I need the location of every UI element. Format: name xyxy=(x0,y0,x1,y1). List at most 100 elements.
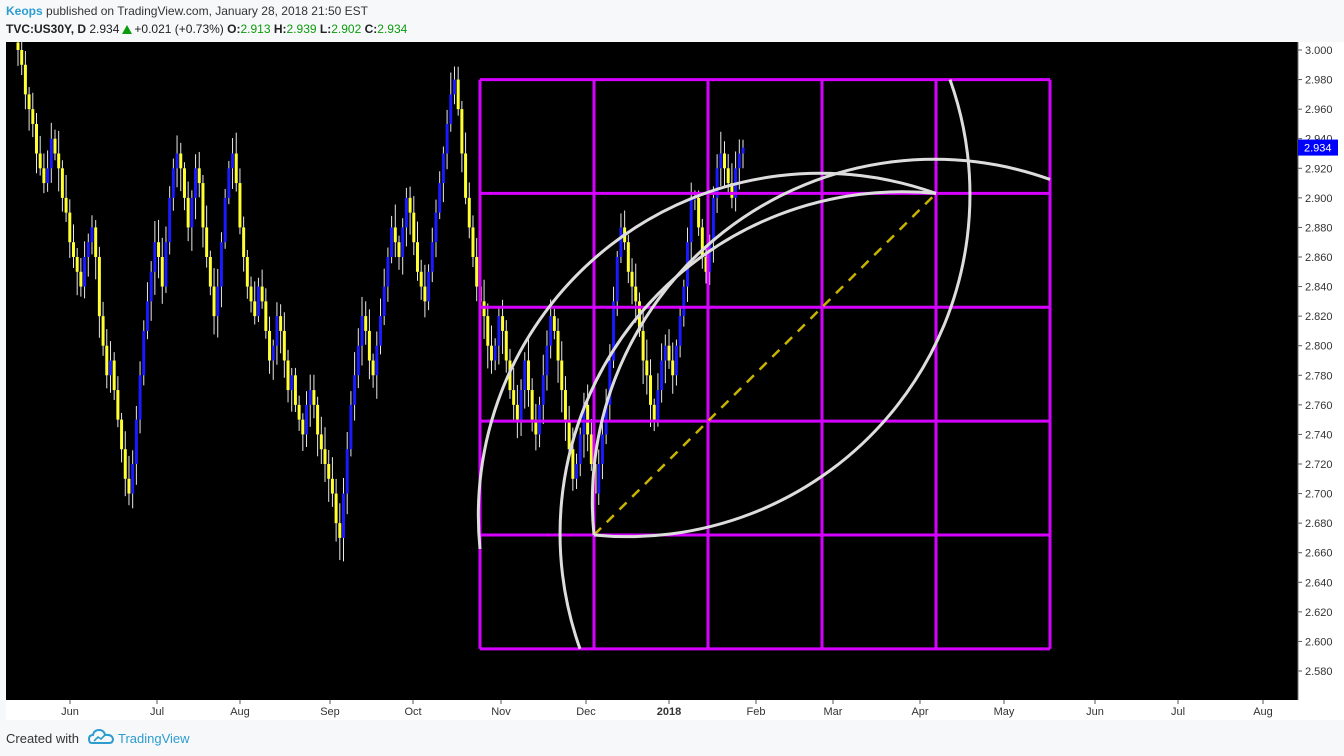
candle-down xyxy=(652,404,656,420)
candle-up xyxy=(171,168,175,198)
candle-down xyxy=(423,286,427,302)
time-tick-label: Jul xyxy=(1171,706,1185,718)
candle-down xyxy=(238,183,242,228)
candle-down xyxy=(157,242,161,257)
candle-up xyxy=(741,147,745,154)
candle-down xyxy=(208,257,212,287)
candle-down xyxy=(534,419,538,435)
price-tick-label: 2.800 xyxy=(1305,341,1333,353)
candlestick-series xyxy=(16,42,745,562)
created-with-text: Created with xyxy=(6,731,79,746)
tradingview-brand[interactable]: TradingView xyxy=(118,731,190,746)
candle-up xyxy=(134,419,138,464)
candle-down xyxy=(293,375,297,405)
candle-down xyxy=(282,330,286,361)
candle-up xyxy=(578,434,582,464)
candle-down xyxy=(179,153,183,169)
candle-down xyxy=(34,123,38,154)
candle-up xyxy=(223,197,227,243)
candle-up xyxy=(138,375,142,420)
candle-up xyxy=(175,153,179,169)
candle-down xyxy=(556,330,560,361)
candle-up xyxy=(445,123,449,154)
candle-up xyxy=(390,227,394,257)
price-tick-label: 2.760 xyxy=(1305,400,1333,412)
time-tick-label: 2018 xyxy=(657,706,681,718)
candle-up xyxy=(379,316,382,346)
candle-down xyxy=(526,360,530,391)
candle-down xyxy=(319,434,323,450)
candle-down xyxy=(489,345,493,361)
price-tick-label: 2.680 xyxy=(1305,518,1333,530)
price-tick-label: 2.860 xyxy=(1305,252,1333,264)
candle-down xyxy=(563,390,567,420)
price-tick-label: 2.600 xyxy=(1305,636,1333,648)
candle-down xyxy=(571,449,575,479)
candle-down xyxy=(182,168,186,198)
candle-down xyxy=(53,138,57,154)
candle-down xyxy=(127,478,131,494)
candle-down xyxy=(501,316,505,331)
candle-down xyxy=(464,153,468,198)
candle-down xyxy=(160,257,164,287)
candle-down xyxy=(79,271,83,287)
candle-down xyxy=(408,197,412,213)
candle-down xyxy=(508,360,512,391)
time-axis-background[interactable] xyxy=(6,700,1344,720)
candle-down xyxy=(197,168,201,184)
candle-down xyxy=(504,330,508,361)
price-tick-label: 2.640 xyxy=(1305,577,1333,589)
candle-down xyxy=(645,360,649,376)
candle-down xyxy=(367,330,371,361)
candle-up xyxy=(216,286,220,317)
time-tick-label: Jul xyxy=(150,706,164,718)
time-tick-label: Apr xyxy=(911,706,928,718)
close-value: 2.934 xyxy=(377,22,408,36)
price-chart[interactable]: 3.0002.9802.9602.9402.9202.9002.8802.860… xyxy=(0,42,1344,720)
published-text: published on TradingView.com, January 28… xyxy=(42,4,369,18)
price-tick-label: 2.980 xyxy=(1305,75,1333,87)
candle-up xyxy=(83,257,87,287)
candle-up xyxy=(256,286,260,317)
candle-down xyxy=(27,94,31,110)
candle-down xyxy=(634,286,638,302)
candle-down xyxy=(671,360,675,376)
candle-down xyxy=(467,197,471,228)
candle-down xyxy=(512,390,516,405)
time-tick-label: Sep xyxy=(320,706,340,718)
dashed-trend-line xyxy=(593,192,937,536)
candle-up xyxy=(430,242,434,272)
candle-down xyxy=(475,257,479,287)
candle-up xyxy=(678,316,682,346)
candle-up xyxy=(356,345,360,376)
candle-down xyxy=(552,316,556,331)
candle-up xyxy=(131,464,135,494)
tradingview-cloud-icon[interactable] xyxy=(88,728,114,746)
candle-down xyxy=(397,242,401,257)
footer: Created with TradingView xyxy=(0,720,1344,756)
candle-down xyxy=(97,257,101,317)
candle-up xyxy=(271,345,275,361)
candle-up xyxy=(231,153,235,169)
candle-up xyxy=(674,345,678,376)
gann-box-drawing[interactable] xyxy=(478,78,1052,651)
candle-down xyxy=(57,153,61,169)
price-tag-text: 2.934 xyxy=(1304,143,1332,155)
price-change: +0.021 (+0.73%) xyxy=(134,22,224,36)
last-price: 2.934 xyxy=(89,22,120,36)
author-link[interactable]: Keops xyxy=(6,4,43,18)
candle-up xyxy=(194,168,198,198)
candle-down xyxy=(704,257,708,272)
chart-background xyxy=(6,42,1298,700)
candle-up xyxy=(719,153,723,169)
time-tick-label: Mar xyxy=(824,706,843,718)
candle-down xyxy=(31,109,35,124)
candle-down xyxy=(112,360,116,391)
candle-down xyxy=(245,257,249,287)
gann-fan-lines[interactable] xyxy=(476,79,1051,650)
candle-up xyxy=(549,316,553,346)
candle-down xyxy=(105,345,109,376)
close-label: C: xyxy=(364,22,378,36)
candle-up xyxy=(434,212,438,243)
candle-down xyxy=(486,316,490,346)
